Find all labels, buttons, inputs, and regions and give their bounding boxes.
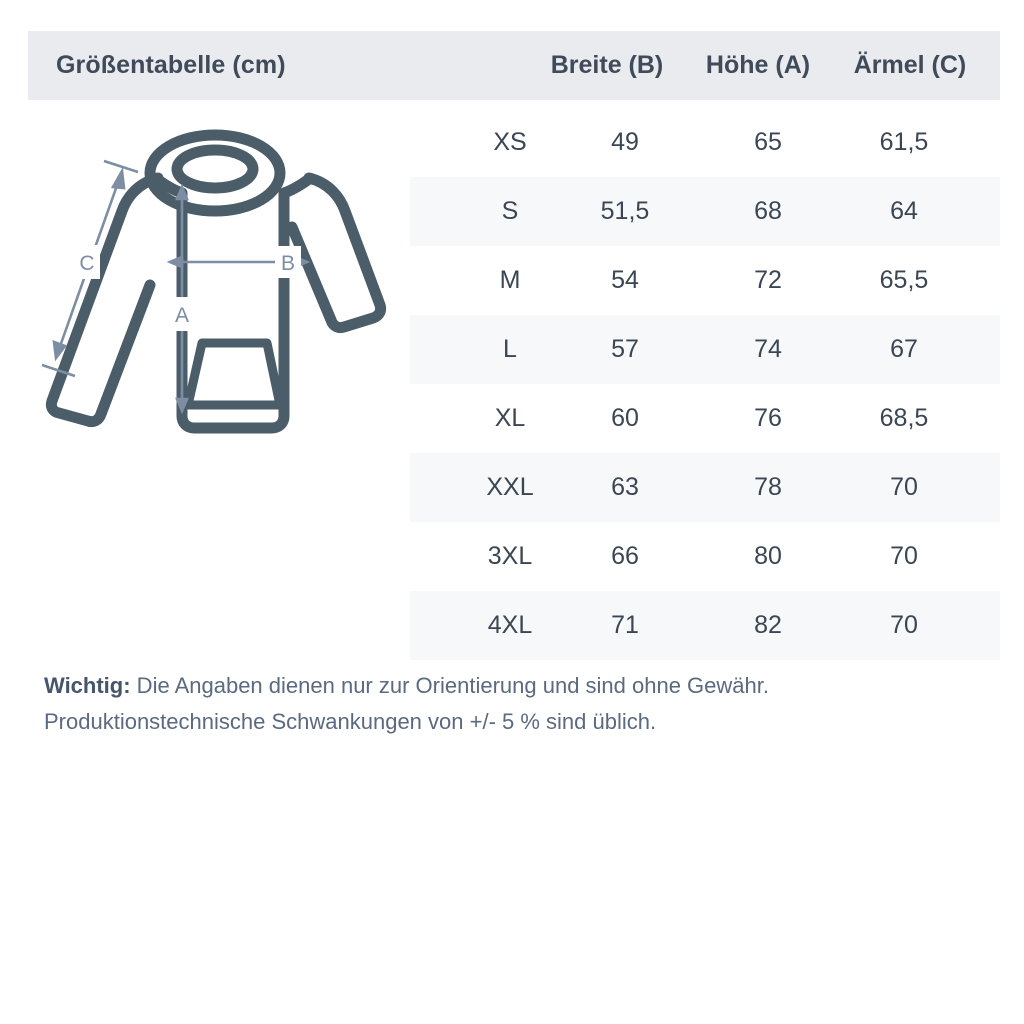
label-c-backing bbox=[74, 245, 100, 279]
table-header: Größentabelle (cm) Breite (B) Höhe (A) Ä… bbox=[28, 31, 1000, 100]
cell-hoehe: 68 bbox=[754, 197, 782, 225]
cell-breite: 66 bbox=[611, 542, 639, 570]
cell-aermel: 67 bbox=[890, 335, 918, 363]
column-header-breite: Breite (B) bbox=[550, 51, 664, 79]
cell-hoehe: 80 bbox=[754, 542, 782, 570]
column-header-aermel: Ärmel (C) bbox=[853, 51, 967, 79]
cell-breite: 63 bbox=[611, 473, 639, 501]
cell-aermel: 70 bbox=[890, 473, 918, 501]
table-row[interactable]: XXL 63 78 70 bbox=[410, 453, 1000, 522]
dim-c-arrow-top bbox=[110, 166, 126, 190]
hoodie-pocket bbox=[183, 338, 285, 410]
hoodie-illustration-svg: B A C bbox=[41, 129, 387, 434]
table-row[interactable]: XL 60 76 68,5 bbox=[410, 384, 1000, 453]
label-b-backing bbox=[275, 246, 301, 278]
table-row[interactable]: 4XL 71 82 70 bbox=[410, 591, 1000, 660]
table-row[interactable]: S 51,5 68 64 bbox=[410, 177, 1000, 246]
cell-size: S bbox=[501, 197, 519, 225]
cell-size: M bbox=[499, 266, 521, 294]
page-title: Größentabelle (cm) bbox=[56, 51, 286, 79]
cell-aermel: 68,5 bbox=[879, 404, 929, 432]
cell-breite: 60 bbox=[611, 404, 639, 432]
cell-hoehe: 74 bbox=[754, 335, 782, 363]
hood-outer bbox=[144, 129, 286, 217]
column-header-hoehe: Höhe (A) bbox=[705, 51, 811, 79]
cell-aermel: 64 bbox=[890, 197, 918, 225]
cell-breite: 54 bbox=[611, 266, 639, 294]
disclaimer-line-2: Produktionstechnische Schwankungen von +… bbox=[44, 709, 657, 734]
dim-a-arrow-bottom bbox=[175, 397, 189, 415]
hoodie-body bbox=[151, 173, 315, 434]
table-row[interactable]: L 57 74 67 bbox=[410, 315, 1000, 384]
dimension-labels: B A C bbox=[74, 245, 301, 331]
cell-breite: 49 bbox=[611, 128, 639, 156]
hood-inner bbox=[171, 144, 259, 194]
cell-size: XXL bbox=[486, 473, 534, 501]
table-row[interactable]: XS 49 65 61,5 bbox=[410, 108, 1000, 177]
cell-size: XL bbox=[494, 404, 526, 432]
cell-size: XS bbox=[493, 128, 527, 156]
cell-size: 4XL bbox=[487, 611, 533, 639]
cell-hoehe: 65 bbox=[754, 128, 782, 156]
cell-hoehe: 82 bbox=[754, 611, 782, 639]
disclaimer-note: Wichtig: Die Angaben dienen nur zur Orie… bbox=[44, 668, 994, 740]
left-sleeve bbox=[45, 172, 164, 428]
dim-a-arrow-top bbox=[175, 183, 189, 201]
right-sleeve bbox=[286, 172, 387, 334]
cell-aermel: 61,5 bbox=[879, 128, 929, 156]
cell-breite: 51,5 bbox=[600, 197, 650, 225]
dim-c-tick-top bbox=[103, 159, 139, 174]
label-a-backing bbox=[168, 297, 196, 331]
cell-hoehe: 72 bbox=[754, 266, 782, 294]
cell-breite: 71 bbox=[611, 611, 639, 639]
table-row[interactable]: 3XL 66 80 70 bbox=[410, 522, 1000, 591]
dim-label-b: B bbox=[281, 252, 295, 275]
cell-hoehe: 78 bbox=[754, 473, 782, 501]
cell-size: 3XL bbox=[487, 542, 533, 570]
dim-b-arrow-left bbox=[166, 255, 184, 269]
dim-c-tick-bottom bbox=[41, 363, 76, 378]
cell-hoehe: 76 bbox=[754, 404, 782, 432]
disclaimer-line-1: Die Angaben dienen nur zur Orientierung … bbox=[130, 673, 769, 698]
hoodie-diagram: B A C bbox=[30, 115, 410, 460]
cell-breite: 57 bbox=[611, 335, 639, 363]
cell-aermel: 70 bbox=[890, 542, 918, 570]
dim-label-a: A bbox=[175, 304, 189, 327]
cell-aermel: 65,5 bbox=[879, 266, 929, 294]
disclaimer-label: Wichtig: bbox=[44, 673, 131, 698]
hoodie-outline bbox=[45, 129, 387, 434]
size-table: XS 49 65 61,5 S 51,5 68 64 M 54 72 65,5 … bbox=[410, 108, 1000, 660]
cell-aermel: 70 bbox=[890, 611, 918, 639]
header-columns: Breite (B) Höhe (A) Ärmel (C) bbox=[438, 31, 1024, 100]
dim-c-arrow-bottom bbox=[52, 340, 68, 362]
cell-size: L bbox=[503, 335, 517, 363]
dim-label-c: C bbox=[79, 252, 94, 275]
table-row[interactable]: M 54 72 65,5 bbox=[410, 246, 1000, 315]
